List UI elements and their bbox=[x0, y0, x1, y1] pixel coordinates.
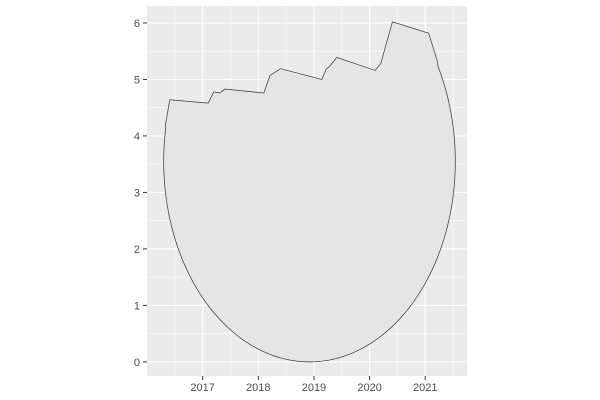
y-tick-label: 2 bbox=[134, 244, 140, 256]
y-tick-label: 0 bbox=[134, 357, 140, 369]
y-tick-label: 6 bbox=[134, 18, 140, 30]
x-axis: 2017 2018 2019 2020 2021 bbox=[190, 376, 438, 394]
y-tick-label: 1 bbox=[134, 300, 140, 312]
y-axis: 0 1 2 3 4 5 6 bbox=[134, 18, 147, 369]
y-tick-label: 5 bbox=[134, 74, 140, 86]
x-tick-label: 2018 bbox=[246, 382, 270, 394]
y-tick-label: 4 bbox=[134, 131, 140, 143]
x-tick-label: 2021 bbox=[413, 382, 437, 394]
x-tick-label: 2020 bbox=[357, 382, 381, 394]
x-tick-label: 2017 bbox=[190, 382, 214, 394]
x-tick-label: 2019 bbox=[302, 382, 326, 394]
y-tick-label: 3 bbox=[134, 187, 140, 199]
area-shape bbox=[163, 21, 456, 363]
